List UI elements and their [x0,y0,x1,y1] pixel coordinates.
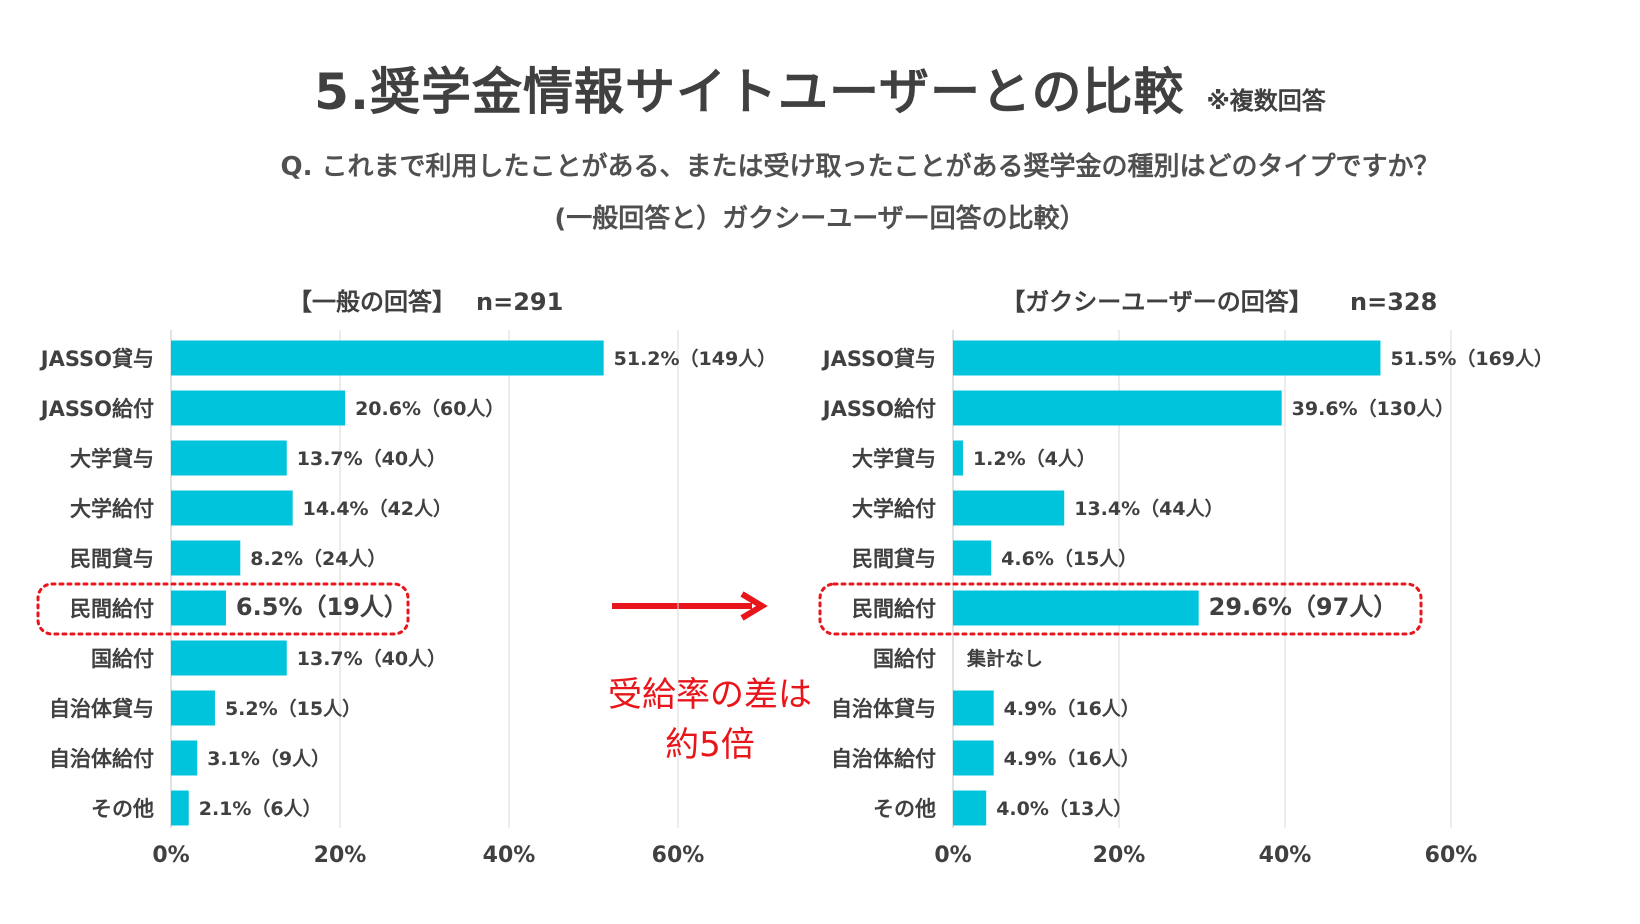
question-subtext: (一般回答と）ガクシーユーザー回答の比較） [554,204,1086,234]
general-data-label: 13.7%（40人） [297,447,446,470]
general-data-label: 14.4%（42人） [303,497,452,520]
general-data-label: 2.1%（6人） [199,797,322,820]
gaxi-x-tick-label: 40% [1259,843,1312,868]
general-chart-title: 【一般の回答】 [288,288,456,316]
general-category-label: JASSO給付 [39,397,154,421]
title-note: ※複数回答 [1206,87,1326,115]
gaxi-data-label: 集計なし [966,647,1043,670]
gaxi-data-label: 4.0%（13人） [996,797,1132,820]
general-bar [171,740,198,776]
general-data-label: 5.2%（15人） [225,697,361,720]
gaxi-x-tick-label: 0% [934,843,971,868]
general-data-label: 20.6%（60人） [355,397,504,420]
general-bar [171,590,226,626]
gaxi-data-label: 51.5%（169人） [1390,347,1553,370]
callout-line1: 受給率の差は [608,675,812,715]
gaxi-data-label: 13.4%（44人） [1074,497,1223,520]
gaxi-bar [953,490,1065,526]
gaxi-category-label: 民間給付 [852,597,936,621]
general-bar [171,790,189,826]
general-x-tick-label: 40% [483,843,536,868]
gaxi-bar [953,790,987,826]
gaxi-category-label: JASSO給付 [821,397,936,421]
general-category-label: 自治体貸与 [49,697,154,721]
general-data-label: 8.2%（24人） [250,547,386,570]
general-x-tick-label: 60% [652,843,705,868]
arrow-icon [612,591,768,621]
general-bar [171,490,293,526]
gaxi-sample-size: n=328 [1350,288,1437,316]
general-bar [171,390,346,426]
general-data-label: 13.7%（40人） [297,647,446,670]
general-x-tick-label: 0% [152,843,189,868]
gaxi-chart-title: 【ガクシーユーザーの回答】 [1001,288,1313,316]
gaxi-data-label: 4.6%（15人） [1001,547,1137,570]
gaxi-category-label: 自治体給付 [831,747,936,771]
gaxi-category-label: 民間貸与 [852,547,936,571]
general-highlight-box [36,582,410,636]
gaxi-x-tick-label: 20% [1093,843,1146,868]
gaxi-category-label: 大学貸与 [852,447,936,471]
general-data-label: 3.1%（9人） [207,747,330,770]
general-category-label: 大学貸与 [70,447,154,471]
gaxi-bar [953,740,994,776]
gaxi-bar [953,390,1282,426]
general-category-label: 民間貸与 [70,547,154,571]
general-bar [171,640,287,676]
gaxi-category-label: その他 [873,797,936,821]
general-category-label: 大学給付 [70,497,154,521]
general-x-tick-label: 20% [314,843,367,868]
gaxi-bar [953,440,963,476]
general-bar [171,440,287,476]
page-title: 5.奨学金情報サイトユーザーとの比較 [314,63,1185,121]
general-bar [171,540,241,576]
callout-line2: 約5倍 [665,725,755,765]
general-sample-size: n=291 [476,288,563,316]
general-data-label: 6.5%（19人） [236,593,408,621]
gaxi-category-label: 大学給付 [852,497,936,521]
gaxi-data-label: 29.6%（97人） [1209,593,1398,621]
general-bar [171,340,604,376]
gaxi-data-label: 1.2%（4人） [973,447,1096,470]
general-category-label: 国給付 [91,647,154,671]
general-category-label: JASSO貸与 [39,347,154,371]
gaxi-data-label: 4.9%（16人） [1004,747,1140,770]
title-row: 5.奨学金情報サイトユーザーとの比較 ※複数回答 [0,52,1640,124]
gaxi-category-label: 自治体貸与 [831,697,936,721]
question-text: Q. これまで利用したことがある、または受け取ったことがある奨学金の種別はどのタ… [280,152,1440,182]
gaxi-category-label: JASSO貸与 [821,347,936,371]
gaxi-bar [953,690,994,726]
gaxi-bar [953,540,992,576]
general-bar [171,690,215,726]
general-category-label: 自治体給付 [49,747,154,771]
general-data-label: 51.2%（149人） [614,347,777,370]
gaxi-x-tick-label: 60% [1425,843,1478,868]
gaxi-data-label: 39.6%（130人） [1292,397,1455,420]
gaxi-category-label: 国給付 [873,647,936,671]
general-category-label: その他 [91,797,154,821]
callout-text: 受給率の差は 約5倍 [590,670,830,770]
gaxi-bar [953,340,1381,376]
gaxi-bar [953,590,1199,626]
gaxi-highlight-box [818,582,1423,636]
gaxi-data-label: 4.9%（16人） [1004,697,1140,720]
general-category-label: 民間給付 [70,597,154,621]
